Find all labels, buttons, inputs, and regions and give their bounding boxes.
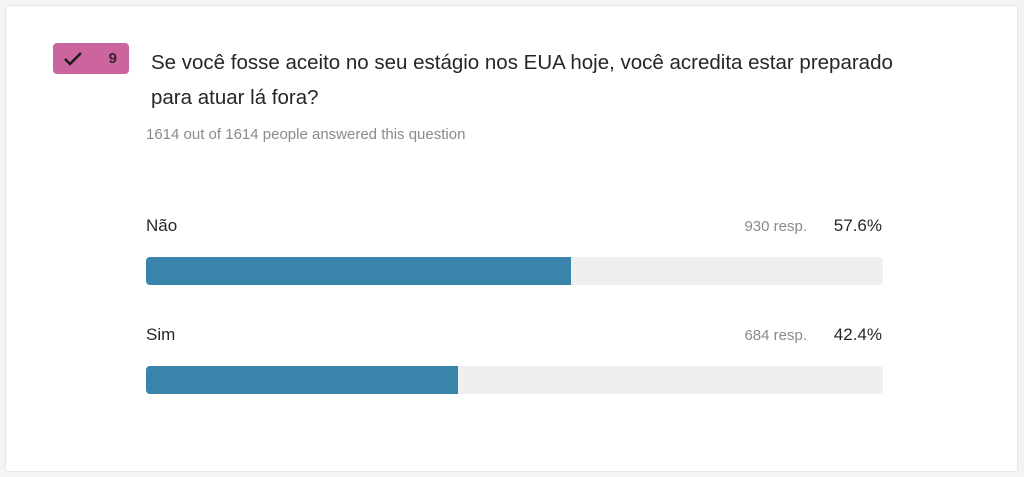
question-title: Se você fosse aceito no seu estágio nos … xyxy=(151,51,893,109)
answered-count: 1614 out of 1614 people answered this qu… xyxy=(146,126,466,143)
category-label: Não xyxy=(146,216,178,235)
bar-track xyxy=(146,366,883,394)
check-icon xyxy=(64,52,82,66)
result-card: 9 Se você fosse aceito no seu estágio no… xyxy=(5,5,1018,472)
percent-label: 57.6% xyxy=(833,216,882,235)
bar xyxy=(146,366,459,394)
question-number: 9 xyxy=(108,50,117,67)
response-count: 930 resp. xyxy=(744,218,807,235)
category-label: Sim xyxy=(146,325,176,344)
bar-track xyxy=(146,257,883,285)
bar xyxy=(146,257,571,285)
percent-label: 42.4% xyxy=(833,325,882,344)
question-badge: 9 xyxy=(53,43,129,74)
response-count: 684 resp. xyxy=(744,327,807,344)
